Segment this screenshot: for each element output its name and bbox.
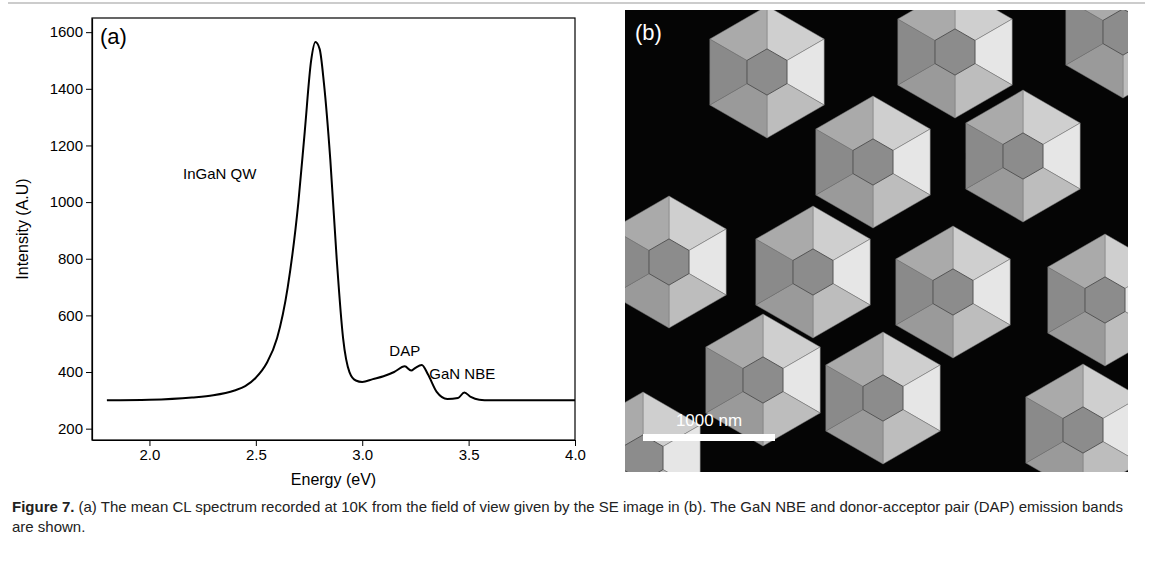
x-axis: 2.0 2.5 3.0 3.5 4.0 bbox=[93, 440, 586, 463]
y-tick-mark bbox=[86, 429, 92, 430]
y-tick-mark bbox=[86, 32, 92, 33]
hexagon bbox=[625, 392, 700, 472]
plot-area bbox=[107, 42, 575, 400]
y-tick-mark bbox=[86, 89, 92, 90]
y-tick: 600 bbox=[58, 307, 92, 324]
y-tick-mark bbox=[86, 259, 92, 260]
hexagon bbox=[625, 196, 726, 328]
core bbox=[863, 375, 903, 421]
x-tick-label: 3.0 bbox=[352, 446, 373, 463]
x-tick: 3.5 bbox=[459, 440, 480, 463]
hexagon bbox=[1026, 364, 1128, 472]
x-tick-label: 3.5 bbox=[459, 446, 480, 463]
hexagon bbox=[1048, 234, 1128, 366]
y-tick-label: 400 bbox=[58, 363, 83, 380]
annotation: GaN NBE bbox=[429, 365, 495, 382]
y-tick: 400 bbox=[58, 363, 92, 380]
panel-label: (b) bbox=[635, 20, 662, 45]
core bbox=[1003, 133, 1043, 179]
y-tick-label: 600 bbox=[58, 307, 83, 324]
image-background bbox=[625, 10, 1128, 472]
x-tick-label: 2.0 bbox=[140, 446, 161, 463]
spectrum-line bbox=[107, 42, 575, 400]
annotation: InGaN QW bbox=[183, 165, 257, 182]
hexagon bbox=[966, 90, 1080, 222]
y-tick: 1200 bbox=[50, 137, 92, 154]
caption-text: (a) The mean CL spectrum recorded at 10K… bbox=[12, 498, 1123, 535]
x-axis-title: Energy (eV) bbox=[291, 471, 376, 488]
hexagon bbox=[1066, 10, 1128, 98]
x-tick: 3.0 bbox=[352, 440, 373, 463]
y-tick-mark bbox=[86, 372, 92, 373]
core bbox=[793, 249, 833, 295]
y-axis-line bbox=[92, 19, 93, 441]
x-tick-label: 4.0 bbox=[565, 446, 586, 463]
core bbox=[747, 49, 787, 95]
hexagon bbox=[816, 96, 930, 228]
y-axis-title: Intensity (A.U) bbox=[14, 178, 31, 279]
y-tick: 1400 bbox=[50, 80, 92, 97]
rule bbox=[8, 3, 1145, 4]
core bbox=[853, 139, 893, 185]
x-tick: 4.0 bbox=[565, 440, 586, 463]
core bbox=[1085, 277, 1125, 323]
figure: 2.0 2.5 3.0 3.5 4.0 200 400 600 800 1000 1200 1400 1… bbox=[0, 0, 1153, 495]
y-tick-label: 1200 bbox=[50, 137, 83, 154]
caption-label: Figure 7. bbox=[12, 498, 75, 515]
y-tick: 1000 bbox=[50, 193, 92, 210]
y-tick: 200 bbox=[58, 420, 92, 437]
y-tick-label: 1400 bbox=[50, 80, 83, 97]
caption: Figure 7.(a) The mean CL spectrum record… bbox=[12, 497, 1132, 537]
y-tick-mark bbox=[86, 315, 92, 316]
y-tick-label: 1600 bbox=[50, 23, 83, 40]
x-tick-label: 2.5 bbox=[246, 446, 267, 463]
annotation: DAP bbox=[389, 342, 420, 359]
hexagon bbox=[826, 332, 940, 464]
y-tick-label: 1000 bbox=[50, 193, 83, 210]
y-tick-label: 200 bbox=[58, 420, 83, 437]
y-tick-label: 800 bbox=[58, 250, 83, 267]
y-axis: 200 400 600 800 1000 1200 1400 1600 bbox=[50, 19, 93, 441]
core bbox=[935, 29, 975, 75]
x-tick: 2.0 bbox=[140, 440, 161, 463]
y-tick-mark bbox=[86, 145, 92, 146]
core bbox=[1103, 10, 1128, 55]
core bbox=[933, 269, 973, 315]
se-image bbox=[625, 10, 1128, 472]
core bbox=[743, 357, 783, 403]
scale-bar bbox=[643, 434, 775, 441]
core bbox=[1063, 407, 1103, 453]
panel-label: (a) bbox=[100, 24, 127, 49]
plot-frame bbox=[92, 18, 575, 440]
x-tick: 2.5 bbox=[246, 440, 267, 463]
x-axis-line bbox=[93, 440, 576, 441]
hexagon bbox=[756, 206, 870, 338]
y-tick: 1600 bbox=[50, 23, 92, 40]
hexagon bbox=[896, 226, 1010, 358]
y-tick: 800 bbox=[58, 250, 92, 267]
scale-bar-label: 1000 nm bbox=[676, 411, 742, 430]
y-tick-mark bbox=[86, 202, 92, 203]
hexagon bbox=[710, 10, 824, 138]
hexagon bbox=[898, 10, 1012, 118]
core bbox=[649, 239, 689, 285]
